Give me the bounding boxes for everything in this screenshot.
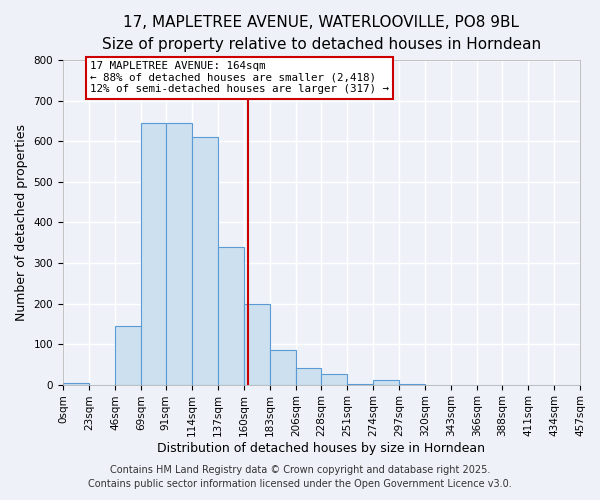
Title: 17, MAPLETREE AVENUE, WATERLOOVILLE, PO8 9BL
Size of property relative to detach: 17, MAPLETREE AVENUE, WATERLOOVILLE, PO8… [102,15,541,52]
Bar [115,326,141,384]
Text: 17 MAPLETREE AVENUE: 164sqm
← 88% of detached houses are smaller (2,418)
12% of : 17 MAPLETREE AVENUE: 164sqm ← 88% of det… [90,61,389,94]
Bar [141,123,166,384]
Bar [63,382,89,384]
Bar [192,138,218,384]
Bar [270,350,296,384]
Text: Contains HM Land Registry data © Crown copyright and database right 2025.
Contai: Contains HM Land Registry data © Crown c… [88,465,512,489]
Bar [166,123,192,384]
Bar [218,247,244,384]
Bar [296,368,321,384]
Bar [373,380,399,384]
X-axis label: Distribution of detached houses by size in Horndean: Distribution of detached houses by size … [157,442,485,455]
Bar [244,304,270,384]
Y-axis label: Number of detached properties: Number of detached properties [15,124,28,321]
Bar [321,374,347,384]
